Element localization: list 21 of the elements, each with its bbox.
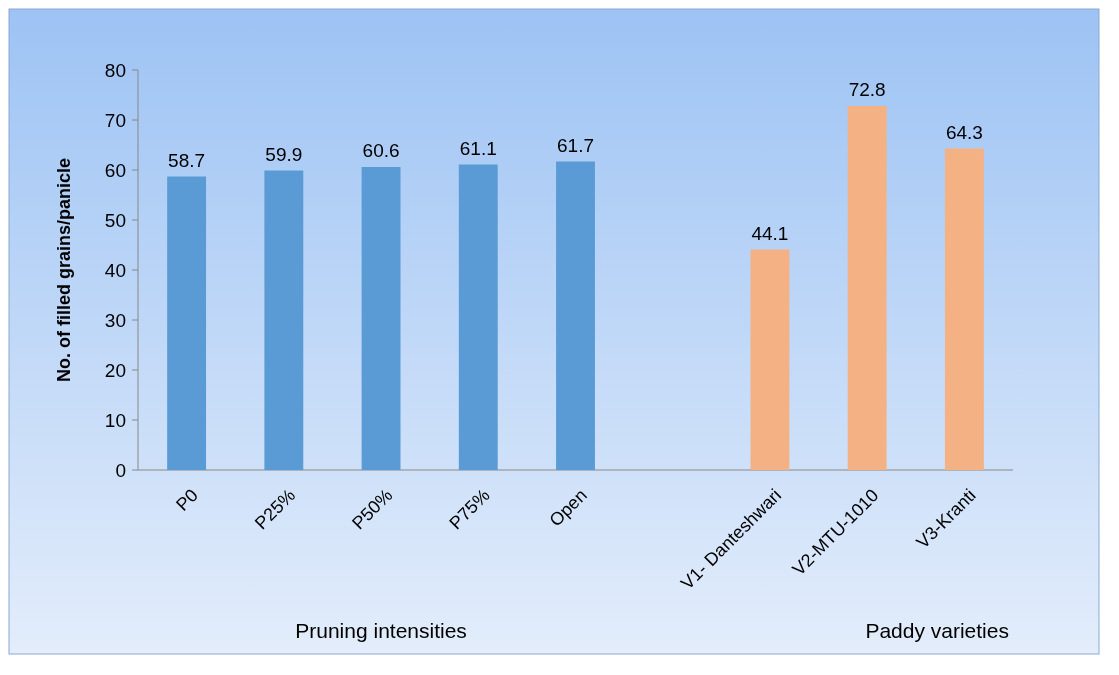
y-tick-label: 10 xyxy=(104,409,126,431)
y-tick-label: 60 xyxy=(104,159,126,181)
y-tick-label: 0 xyxy=(115,459,126,481)
x-tick-label: P0 xyxy=(172,485,202,515)
data-label: 58.7 xyxy=(168,149,206,171)
text: Paddy varieties xyxy=(865,619,1009,642)
data-label: 61.1 xyxy=(459,137,497,159)
data-label: 59.9 xyxy=(265,143,303,165)
y-tick-label: 20 xyxy=(104,359,126,381)
y-tick-label: 50 xyxy=(104,209,126,231)
data-label: 61.7 xyxy=(557,134,594,156)
data-label: 44.1 xyxy=(751,222,789,244)
text: Pruning intensities xyxy=(295,619,467,642)
y-axis-title: No. of filled grains/panicle xyxy=(54,157,74,383)
data-label: 60.6 xyxy=(362,140,400,161)
y-tick-label: 80 xyxy=(104,59,126,81)
data-label: 64.3 xyxy=(945,121,983,143)
data-label: 72.8 xyxy=(848,79,886,100)
y-tick-label: 30 xyxy=(104,309,126,331)
y-tick-label: 70 xyxy=(104,109,126,131)
y-tick-label: 40 xyxy=(104,259,126,281)
